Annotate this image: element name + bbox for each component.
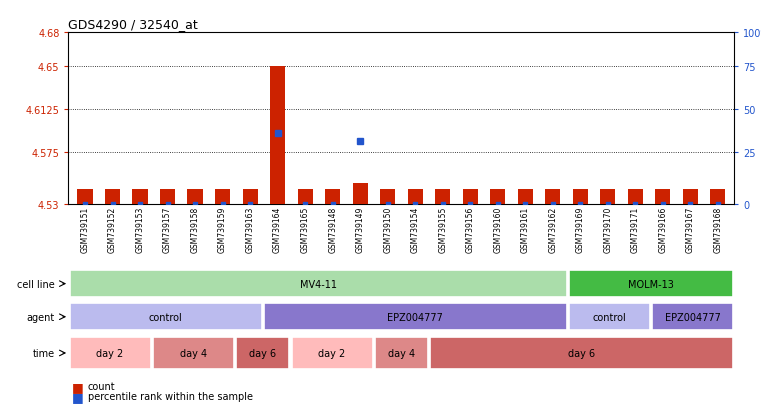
Bar [264, 303, 567, 330]
Text: day 4: day 4 [180, 348, 207, 358]
Text: ■: ■ [72, 390, 84, 403]
Text: day 6: day 6 [249, 348, 276, 358]
Bar [236, 337, 289, 370]
Bar [569, 303, 650, 330]
Bar [69, 303, 262, 330]
Bar [710, 190, 725, 204]
Text: time: time [33, 348, 55, 358]
Text: count: count [88, 381, 115, 391]
Bar [628, 190, 643, 204]
Bar [569, 270, 734, 297]
Text: percentile rank within the sample: percentile rank within the sample [88, 392, 253, 401]
Bar [153, 337, 234, 370]
Bar [215, 190, 230, 204]
Bar [573, 190, 587, 204]
Text: day 2: day 2 [318, 348, 345, 358]
Bar [463, 190, 478, 204]
Text: MV4-11: MV4-11 [300, 279, 336, 289]
Text: EPZ004777: EPZ004777 [665, 312, 721, 322]
Bar [408, 190, 423, 204]
Bar [69, 337, 151, 370]
Bar [132, 190, 148, 204]
Text: EPZ004777: EPZ004777 [387, 312, 443, 322]
Text: MOLM-13: MOLM-13 [628, 279, 674, 289]
Bar [435, 190, 451, 204]
Bar [652, 303, 734, 330]
Bar [105, 190, 120, 204]
Bar [600, 190, 616, 204]
Bar [291, 337, 373, 370]
Bar [243, 190, 258, 204]
Text: cell line: cell line [17, 279, 55, 289]
Bar [545, 190, 560, 204]
Text: day 4: day 4 [388, 348, 415, 358]
Bar [683, 190, 698, 204]
Text: GDS4290 / 32540_at: GDS4290 / 32540_at [68, 17, 198, 31]
Bar [160, 190, 175, 204]
Bar [69, 270, 567, 297]
Bar [374, 337, 428, 370]
Bar [655, 190, 670, 204]
Text: control: control [148, 312, 183, 322]
Bar [430, 337, 734, 370]
Bar [298, 190, 313, 204]
Bar [270, 67, 285, 204]
Text: control: control [593, 312, 626, 322]
Bar [325, 190, 340, 204]
Bar [380, 190, 395, 204]
Bar [352, 184, 368, 204]
Text: agent: agent [27, 312, 55, 322]
Bar [187, 190, 202, 204]
Text: day 6: day 6 [568, 348, 595, 358]
Bar [78, 190, 93, 204]
Text: ■: ■ [72, 380, 84, 393]
Bar [490, 190, 505, 204]
Bar [517, 190, 533, 204]
Text: day 2: day 2 [97, 348, 124, 358]
